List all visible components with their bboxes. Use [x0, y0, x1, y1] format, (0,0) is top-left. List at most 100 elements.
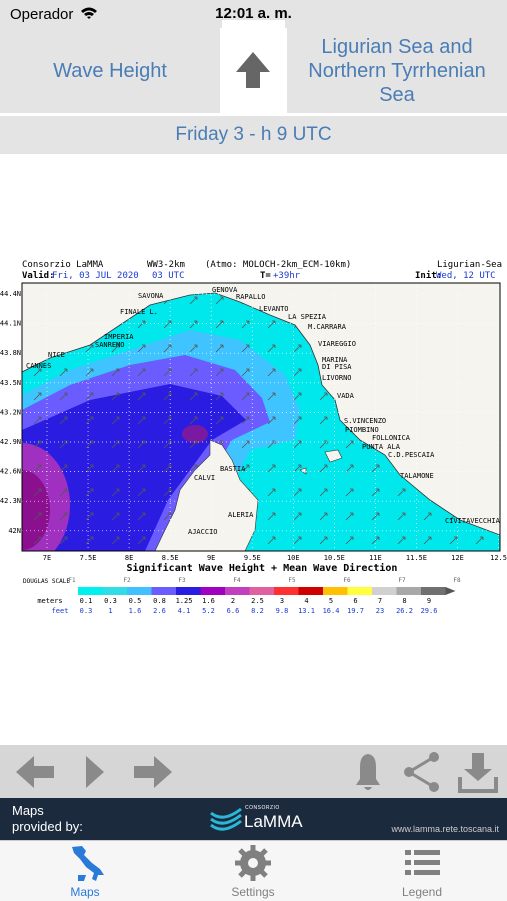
- islands: [299, 449, 343, 475]
- place-label: GENOVA: [212, 286, 238, 294]
- place-label: PUNTA ALA: [362, 443, 401, 451]
- place-label: C.D.PESCAIA: [388, 451, 435, 459]
- meters-value: 4: [304, 597, 308, 605]
- place-label: LIVORNO: [322, 374, 352, 382]
- download-button[interactable]: [458, 753, 498, 793]
- provided-by: Maps provided by:: [12, 803, 83, 834]
- scale-swatch: [200, 587, 225, 595]
- meters-value: 2.5: [251, 597, 264, 605]
- map: Consorzio LaMMA WW3-2km (Atmo: MOLOCH-2k…: [0, 260, 507, 615]
- t-value: +39hr: [273, 271, 301, 281]
- consorzio: CONSORZIO: [245, 805, 280, 811]
- meters-value: 0.1: [80, 597, 93, 605]
- maps-icon[interactable]: [72, 846, 104, 881]
- meters-value: 7: [378, 597, 382, 605]
- area: Ligurian-Sea: [437, 260, 502, 270]
- douglas-label: F1: [68, 577, 76, 584]
- scale-swatch: [347, 587, 372, 595]
- place-label: ALERIA: [228, 511, 254, 519]
- lon-label: 9.5E: [244, 554, 261, 562]
- coastline: [22, 292, 500, 536]
- valid-label: Valid:: [22, 270, 55, 281]
- scale-swatch: [127, 587, 152, 595]
- douglas-label: F8: [453, 577, 461, 584]
- tab-bar: Maps Settings Legend: [0, 840, 507, 901]
- scale-tip: [445, 587, 456, 595]
- meters-value: 2: [231, 597, 235, 605]
- place-label: MARINA: [322, 356, 348, 364]
- toolbar-icons: [16, 752, 498, 793]
- wave-directions: [22, 293, 500, 551]
- init-value: Wed, 12 UTC: [436, 271, 496, 281]
- lat-label: 43.8N: [0, 349, 21, 357]
- place-label: NICE: [48, 351, 65, 359]
- feet-value: 5.2: [202, 607, 215, 615]
- feet-value: 16.4: [323, 607, 340, 615]
- share-button[interactable]: [404, 752, 439, 792]
- clock: 12:01 a. m.: [215, 5, 292, 22]
- meters-value: 0.5: [129, 597, 142, 605]
- lon-label: 8.5E: [162, 554, 179, 562]
- lon-label: 8E: [125, 554, 133, 562]
- up-arrow: [236, 52, 270, 88]
- lon-label: 9E: [207, 554, 215, 562]
- tab-legend[interactable]: Legend: [401, 885, 443, 899]
- tab-maps[interactable]: Maps: [70, 885, 100, 899]
- date-bar: Friday 3 - h 9 UTC: [0, 116, 507, 154]
- legend-icon[interactable]: [405, 850, 440, 875]
- place-label: PIOMBINO: [345, 426, 379, 434]
- scale-swatch: [176, 587, 201, 595]
- play-button[interactable]: [86, 756, 104, 788]
- scale-swatch: [323, 587, 348, 595]
- org: Consorzio LaMMA: [22, 260, 104, 270]
- scale-name: DOUGLAS SCALE: [23, 578, 70, 585]
- tab-icons: [72, 845, 440, 881]
- tab-settings[interactable]: Settings: [231, 885, 275, 899]
- lat-label: 42.9N: [0, 438, 21, 446]
- lat-label: 44.4N: [0, 290, 21, 298]
- banner: Maps provided by: CONSORZIO LaMMA www.la…: [0, 798, 507, 840]
- t-label: T=: [260, 271, 271, 281]
- scale-swatch: [102, 587, 127, 595]
- wave-height-button[interactable]: Wave Height: [0, 28, 220, 113]
- prev-button[interactable]: [16, 756, 54, 788]
- meters-value: 0.3: [104, 597, 117, 605]
- map-texts: Consorzio LaMMA WW3-2km (Atmo: MOLOCH-2k…: [0, 260, 507, 615]
- scale-swatch: [225, 587, 250, 595]
- graticule: [22, 283, 500, 551]
- valid-hour: 03 UTC: [152, 271, 185, 281]
- place-label: AJACCIO: [188, 528, 218, 536]
- lon-label: 10.5E: [324, 554, 345, 562]
- meters-value: 3: [280, 597, 284, 605]
- place-label: TALAMONE: [400, 472, 434, 480]
- lon-label: 12E: [451, 554, 464, 562]
- feet-label: feet: [52, 607, 69, 615]
- settings-icon[interactable]: [235, 845, 271, 881]
- place-label: CIVITAVECCHIA: [445, 517, 501, 525]
- feet-value: 19.7: [347, 607, 364, 615]
- place-label: FOLLONICA: [372, 434, 411, 442]
- scale-swatch: [396, 587, 421, 595]
- feet-value: 29.6: [421, 607, 438, 615]
- area-button[interactable]: Ligurian Sea and Northern Tyrrhenian Sea: [287, 28, 507, 113]
- next-button[interactable]: [134, 756, 172, 788]
- logo-text: LaMMA: [244, 812, 303, 831]
- place-label: LEVANTO: [259, 305, 289, 313]
- lon-label: 12.5: [490, 554, 507, 562]
- meters-value: 1.25: [176, 597, 193, 605]
- feet-value: 2.6: [153, 607, 166, 615]
- feet-value: 1: [108, 607, 112, 615]
- place-label: RAPALLO: [236, 293, 266, 301]
- place-label: VADA: [337, 392, 355, 400]
- place-label: S.VINCENZO: [344, 417, 386, 425]
- up-button[interactable]: [222, 20, 285, 115]
- meters-value: 5: [329, 597, 333, 605]
- lat-label: 43.2N: [0, 408, 21, 416]
- feet-value: 6.6: [227, 607, 240, 615]
- place-label: SANREMO: [95, 341, 125, 349]
- bell-button[interactable]: [356, 754, 380, 790]
- lamma-logo-mark: [210, 807, 242, 831]
- corsica: [154, 439, 259, 551]
- place-label: CALVI: [194, 474, 215, 482]
- meters-value: 6: [353, 597, 357, 605]
